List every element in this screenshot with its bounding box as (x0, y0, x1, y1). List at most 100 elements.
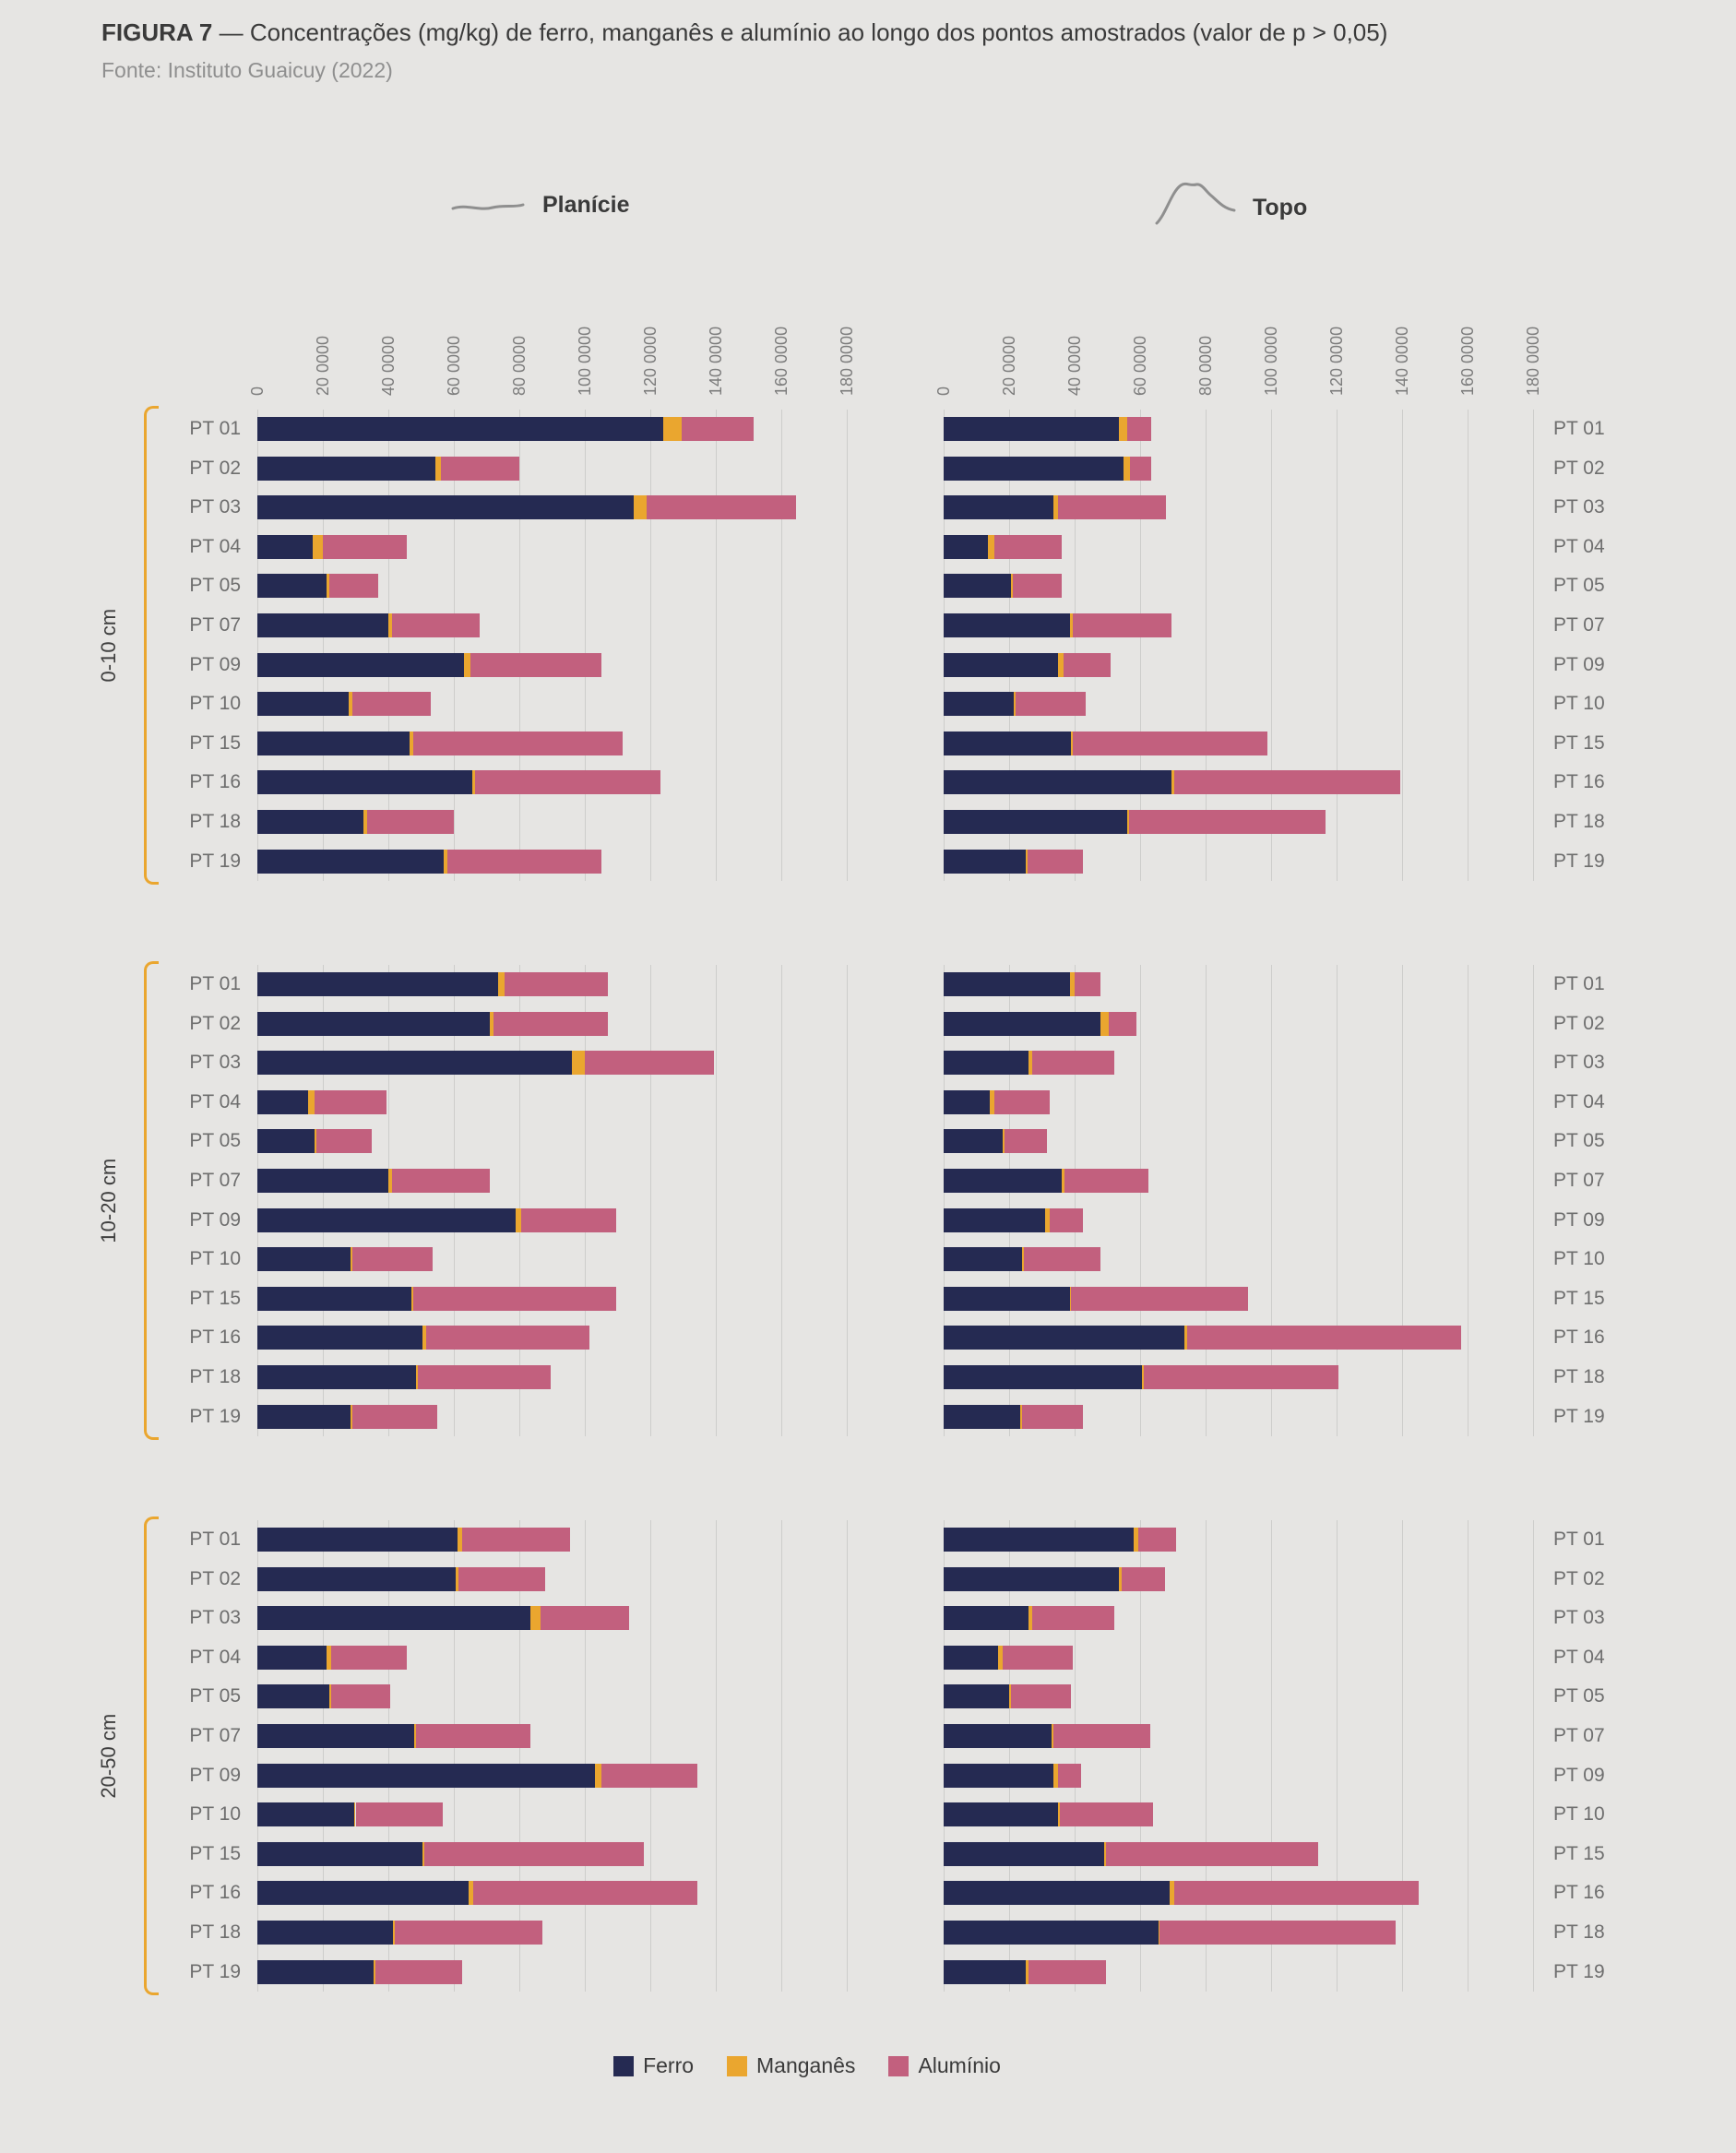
bar-segment-aluminio (1130, 456, 1152, 481)
gridline (1140, 965, 1141, 1436)
category-label: PT 07 (189, 1725, 241, 1746)
bar-segment-aluminio (323, 534, 407, 559)
bar-segment-ferro (944, 1207, 1046, 1232)
legend-swatch-aluminio (888, 2055, 910, 2076)
category-label: PT 04 (189, 1090, 241, 1112)
gridline (519, 965, 520, 1436)
depth-bracket (144, 961, 159, 1440)
bar-segment-ferro (944, 1881, 1170, 1906)
axis-tick-label: 0 (934, 386, 953, 396)
bar-segment-aluminio (366, 810, 454, 834)
bar-segment-aluminio (315, 1129, 373, 1154)
bar-segment-ferro (944, 731, 1072, 755)
bar-segment-aluminio (1128, 810, 1326, 834)
bar-segment-aluminio (470, 652, 601, 677)
gridline (585, 410, 586, 881)
gridline (1337, 1520, 1338, 1992)
bar-segment-manganes (410, 1286, 413, 1311)
bar-segment-ferro (257, 1606, 531, 1631)
legend-swatch-ferro (613, 2055, 635, 2076)
bar-segment-aluminio (1029, 1959, 1106, 1984)
category-label: PT 01 (1553, 418, 1605, 439)
bar-segment-aluminio (1073, 613, 1171, 637)
category-label: PT 16 (189, 1326, 241, 1349)
bar-segment-manganes (1100, 1011, 1110, 1036)
bar-segment-aluminio (541, 1606, 629, 1631)
bar-segment-manganes (471, 770, 476, 795)
bar-segment-manganes (571, 1051, 585, 1076)
bar-segment-manganes (326, 1645, 331, 1670)
category-label: PT 07 (1553, 614, 1605, 636)
gridline (257, 1520, 258, 1992)
gridline (585, 965, 586, 1436)
gridline (388, 410, 389, 881)
gridline (1533, 1520, 1534, 1992)
category-label: PT 05 (189, 1685, 241, 1707)
category-label: PT 02 (189, 1567, 241, 1589)
bar-segment-aluminio (520, 1207, 616, 1232)
bar-segment-ferro (257, 972, 498, 996)
bar-segment-ferro (257, 1365, 417, 1389)
bar-segment-ferro (944, 417, 1119, 441)
gridline (1075, 410, 1076, 881)
gridline (1533, 965, 1534, 1436)
gridline (1533, 410, 1534, 881)
depth-label: 20-50 cm (97, 1713, 120, 1799)
plain-profile-icon (451, 203, 525, 210)
category-label: PT 04 (189, 535, 241, 557)
category-label: PT 16 (1553, 1326, 1605, 1349)
axis-tick-label: 180 0000 (838, 326, 856, 396)
bar-segment-ferro (257, 1566, 456, 1591)
bar-segment-manganes (444, 849, 447, 874)
category-label: PT 04 (1553, 535, 1605, 557)
category-label: PT 05 (1553, 575, 1605, 597)
bar-segment-ferro (257, 1051, 572, 1076)
bar-segment-ferro (944, 1566, 1119, 1591)
axis-tick-label: 80 0000 (1196, 335, 1215, 396)
category-label: PT 19 (189, 1960, 241, 1982)
category-label: PT 01 (1553, 973, 1605, 994)
gridline (716, 1520, 717, 1992)
bar-segment-ferro (944, 1606, 1029, 1631)
gridline (781, 965, 782, 1436)
bar-segment-aluminio (1075, 972, 1101, 996)
bar-segment-manganes (1052, 1724, 1053, 1748)
bar-segment-aluminio (505, 972, 608, 996)
gridline (1206, 1520, 1207, 1992)
bar-segment-aluminio (475, 770, 660, 795)
bar-segment-aluminio (1071, 1286, 1249, 1311)
bar-segment-aluminio (351, 1404, 438, 1429)
category-label: PT 15 (1553, 1842, 1605, 1864)
bar-segment-aluminio (458, 1566, 546, 1591)
gridline (257, 410, 258, 881)
category-label: PT 05 (1553, 1685, 1605, 1707)
bar-segment-ferro (944, 810, 1127, 834)
bar-segment-aluminio (1143, 1365, 1338, 1389)
gridline (847, 1520, 848, 1992)
column-header-topo: Topo (1153, 177, 1307, 229)
bar-segment-ferro (257, 1326, 423, 1350)
bar-segment-aluminio (1004, 1129, 1047, 1154)
bar-segment-aluminio (330, 1684, 390, 1709)
figure-header: FIGURA 7 — Concentrações (mg/kg) de ferr… (101, 17, 1485, 83)
bar-segment-ferro (257, 1881, 469, 1906)
axis-tick-label: 20 0000 (1000, 335, 1018, 396)
gridline (1206, 410, 1207, 881)
bar-segment-aluminio (425, 1326, 590, 1350)
bar-segment-ferro (257, 1959, 375, 1984)
bar-segment-manganes (1118, 417, 1127, 441)
bar-segment-ferro (257, 1089, 309, 1114)
bar-segment-ferro (257, 1841, 423, 1866)
bar-segment-manganes (1071, 731, 1074, 755)
bar-segment-manganes (1052, 1763, 1059, 1788)
category-label: PT 09 (1553, 653, 1605, 675)
gridline (650, 1520, 651, 1992)
category-label: PT 03 (189, 1052, 241, 1074)
bar-segment-ferro (944, 1763, 1053, 1788)
bar-segment-manganes (315, 1129, 316, 1154)
bar-segment-aluminio (1022, 1404, 1083, 1429)
bar-segment-aluminio (1159, 1921, 1396, 1945)
bar-segment-aluminio (412, 1286, 616, 1311)
gridline (1402, 1520, 1403, 1992)
